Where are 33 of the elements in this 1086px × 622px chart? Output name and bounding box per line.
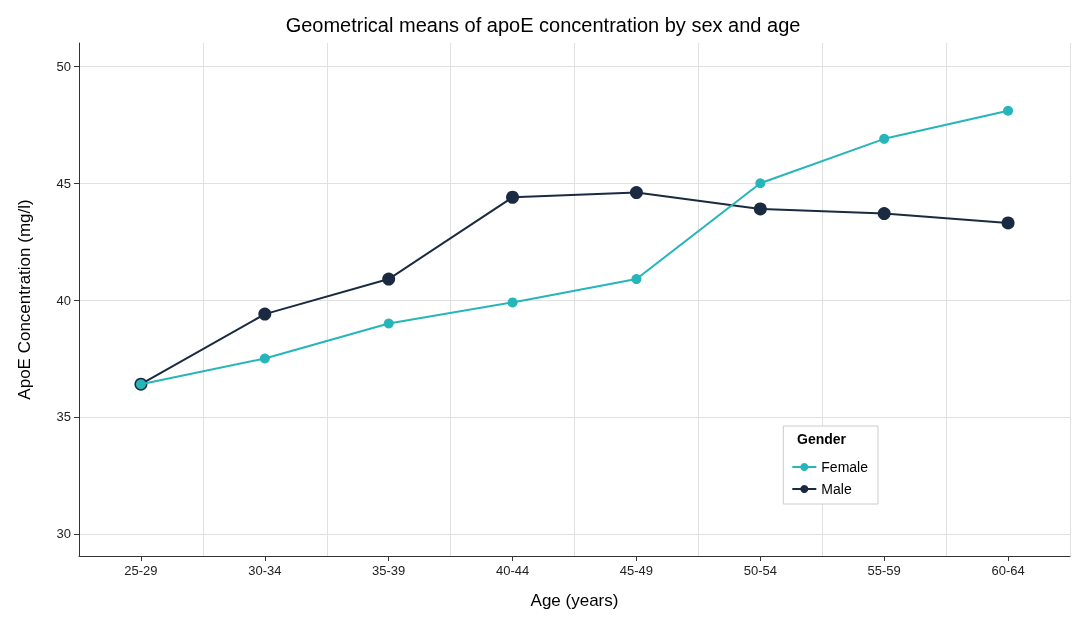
x-tick-label: 45-49 [619,563,654,578]
point [382,272,396,286]
legend-label: Male [821,481,852,497]
chart-title: Geometrical means of apoE concentration by sex and age [285,14,801,36]
point [755,178,766,189]
y-tick-label: 45 [56,175,71,191]
point [631,274,642,285]
legend-title: Gender [796,431,847,447]
x-tick-label: 50-54 [743,563,777,578]
x-axis-title: Age (years) [530,591,619,610]
point [507,297,518,308]
x-tick-label: 55-59 [867,563,901,578]
point [506,190,520,204]
y-tick-label: 50 [56,58,71,74]
point [629,186,643,200]
x-tick-label: 60-64 [991,563,1025,578]
point [753,202,767,216]
y-tick-label: 40 [56,292,71,308]
point [259,353,270,364]
point [1001,216,1015,230]
x-tick-label: 40-44 [495,563,530,578]
point [1003,105,1014,116]
y-tick-label: 35 [56,409,71,425]
x-tick-label: 30-34 [248,563,282,578]
legend-label: Female [821,459,869,475]
y-axis-title: ApoE Concentration (mg/l) [15,199,34,400]
point [879,133,890,144]
x-tick-label: 25-29 [124,563,158,578]
x-tick-label: 35-39 [372,563,406,578]
point [383,318,394,329]
y-tick-label: 30 [56,526,71,542]
point [877,207,891,221]
point [258,307,272,321]
